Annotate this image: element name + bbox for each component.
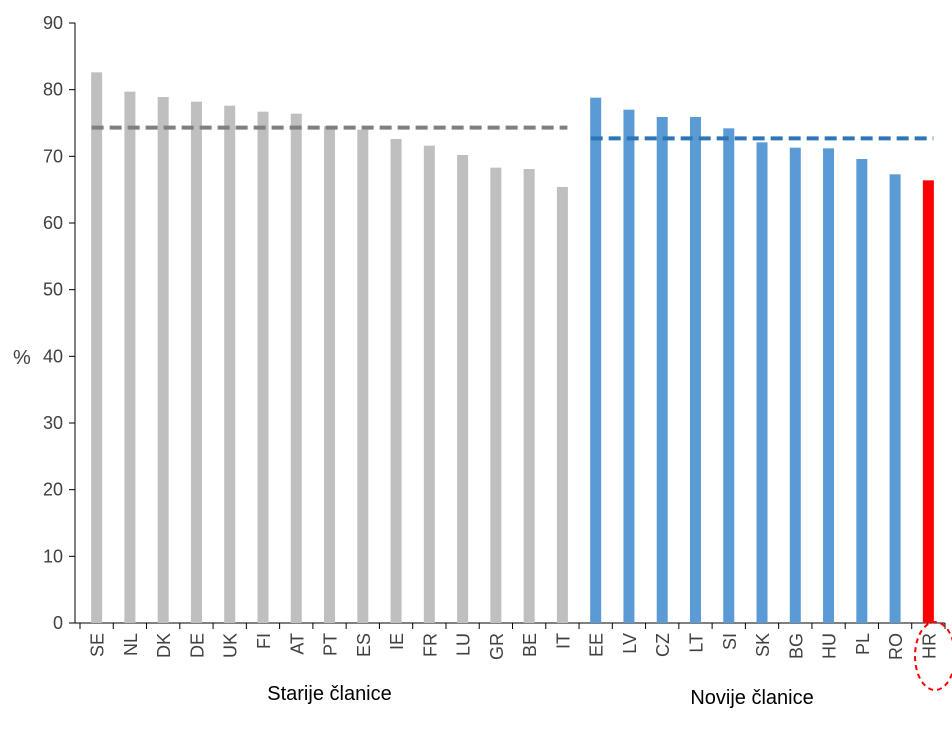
- x-tick-label: GR: [487, 633, 507, 660]
- x-tick-label: SI: [720, 633, 740, 650]
- x-tick-label: PT: [321, 633, 341, 656]
- bar-uk: [224, 105, 236, 623]
- bar-ie: [390, 139, 402, 623]
- bar-cz: [656, 117, 668, 623]
- x-tick-label: DE: [187, 633, 207, 658]
- bar-dk: [157, 97, 169, 623]
- x-tick-label: HR: [919, 633, 939, 659]
- x-tick-label: SE: [88, 633, 108, 657]
- bar-hu: [823, 148, 835, 624]
- bar-be: [523, 169, 535, 623]
- bar-nl: [124, 91, 136, 623]
- group-labels: Starije članice Novije članice: [267, 683, 813, 709]
- x-tick-label: LT: [686, 633, 706, 653]
- y-tick-label: 60: [43, 213, 63, 233]
- bar-ee: [590, 97, 602, 623]
- bar-de: [190, 101, 202, 623]
- x-tick-label: BG: [786, 633, 806, 659]
- bar-hr: [922, 180, 934, 624]
- x-tick-label: CZ: [653, 633, 673, 657]
- x-tick-label: AT: [287, 633, 307, 655]
- bar-it: [556, 187, 568, 623]
- x-tick-label: HU: [820, 633, 840, 659]
- x-tick-label: BE: [520, 633, 540, 657]
- y-tick-label: 80: [43, 80, 63, 100]
- x-tick-label: RO: [886, 633, 906, 660]
- bar-se: [91, 72, 103, 624]
- bar-fi: [257, 111, 269, 624]
- average-lines: [91, 125, 934, 141]
- x-tick-label: EE: [587, 633, 607, 657]
- y-tick-label: 10: [43, 546, 63, 566]
- bar-si: [723, 128, 735, 624]
- x-tick-label: FI: [254, 633, 274, 649]
- x-tick-label: ES: [354, 633, 374, 657]
- bar-lu: [457, 155, 469, 623]
- y-tick-label: 30: [43, 413, 63, 433]
- x-tick-label: IT: [553, 633, 573, 649]
- bar-lt: [689, 117, 701, 623]
- highlight-circle: [914, 621, 952, 691]
- bar-gr: [490, 167, 502, 623]
- y-tick-label: 90: [43, 13, 63, 33]
- bars: [91, 72, 934, 624]
- x-tick-label: UK: [221, 633, 241, 658]
- bar-sk: [756, 142, 768, 624]
- x-tick-label: LV: [620, 633, 640, 654]
- x-tick-label: IE: [387, 633, 407, 650]
- x-tick-label: FR: [420, 633, 440, 657]
- x-tick-label: SK: [753, 633, 773, 657]
- y-tick-label: 20: [43, 480, 63, 500]
- x-tick-label: PL: [853, 633, 873, 655]
- y-axis: 0 10 20 30 40 50 60 70 80 90: [43, 13, 946, 633]
- bar-at: [290, 113, 302, 624]
- bar-fr: [423, 145, 435, 623]
- y-tick-label: 50: [43, 280, 63, 300]
- bar-es: [357, 129, 369, 623]
- bar-lv: [623, 109, 635, 623]
- x-tick-label: LU: [454, 633, 474, 656]
- group-label-1: Starije članice: [267, 683, 392, 705]
- y-tick-label: 70: [43, 146, 63, 166]
- y-tick-label: 40: [43, 346, 63, 366]
- bar-pt: [324, 126, 336, 623]
- bar-pl: [856, 159, 868, 623]
- bar-bg: [789, 147, 801, 623]
- x-tick-label: DK: [154, 633, 174, 658]
- x-axis-labels: SE NL DK DE UK FI AT PT ES IE FR LU GR BE IT EE LV CZ LT SI…: [88, 633, 940, 660]
- x-tick-label: NL: [121, 633, 141, 656]
- y-tick-label: 0: [53, 613, 63, 633]
- bar-ro: [889, 174, 901, 624]
- y-axis-unit: %: [13, 347, 31, 369]
- group-label-2: Novije članice: [690, 687, 813, 709]
